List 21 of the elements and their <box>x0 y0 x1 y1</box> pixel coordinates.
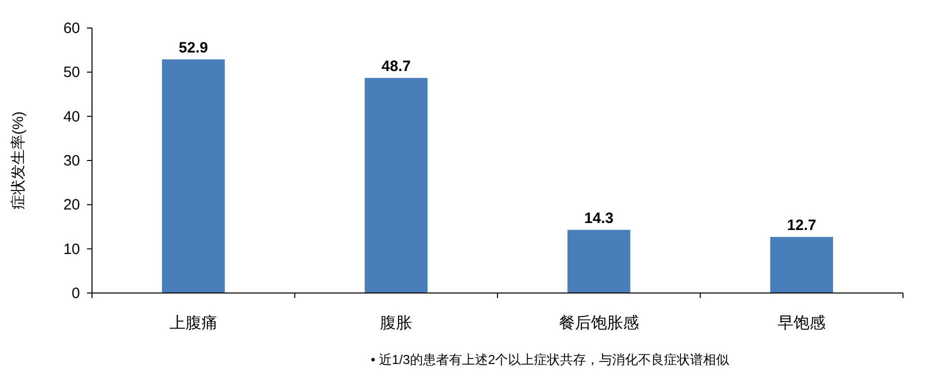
data-label: 48.7 <box>382 58 411 75</box>
bar <box>364 78 428 293</box>
bar <box>162 59 225 293</box>
x-tick-label: 餐后饱胀感 <box>558 314 639 332</box>
y-tick-label: 10 <box>63 240 80 258</box>
y-tick-label: 0 <box>72 285 80 302</box>
data-label: 52.9 <box>178 39 208 56</box>
x-tick-label: 早饱感 <box>778 314 826 332</box>
y-tick-label: 30 <box>63 152 80 170</box>
bar <box>770 236 834 293</box>
text: • 近1/3的患者有上述2个以上症状共存，与消化不良症状谱相似 <box>370 352 730 367</box>
y-tick-label: 60 <box>63 20 80 37</box>
y-axis-title: 症状发生率(%) <box>10 111 27 210</box>
bar <box>567 230 630 293</box>
x-tick-label: 上腹痛 <box>169 314 218 332</box>
x-tick-label: 腹胀 <box>380 315 412 332</box>
y-tick-label: 50 <box>63 64 80 82</box>
y-tick-label: 20 <box>63 196 80 214</box>
data-label: 14.3 <box>584 210 614 227</box>
y-tick-label: 40 <box>63 108 80 126</box>
data-label: 12.7 <box>787 216 816 234</box>
